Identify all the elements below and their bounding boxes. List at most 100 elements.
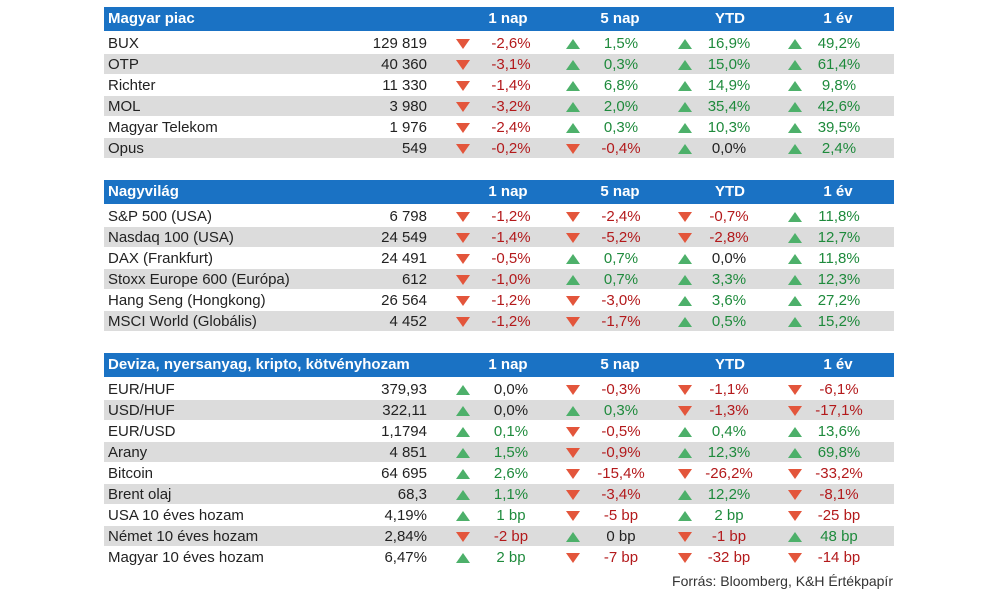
change: 0 bp (606, 528, 636, 545)
instrument-name: DAX (Frankfurt) (108, 250, 214, 267)
down-arrow (566, 296, 580, 306)
price: 612 (401, 271, 427, 288)
up-arrow (456, 385, 470, 395)
change: 2,0% (603, 98, 639, 115)
instrument-name: EUR/HUF (108, 381, 175, 398)
price: 129 819 (372, 35, 427, 52)
table-row: EUR/HUF 379,93 0,0% -0,3% -1,1% -6,1% (104, 379, 894, 400)
down-arrow (456, 39, 470, 49)
down-arrow (788, 490, 802, 500)
down-arrow (788, 385, 802, 395)
column-header: 5 nap (600, 10, 640, 27)
change: 14,9% (707, 77, 751, 94)
change: -8,1% (819, 486, 859, 503)
change: -32 bp (707, 549, 751, 566)
price: 24 491 (381, 250, 427, 267)
column-header: YTD (715, 356, 745, 373)
change: -2 bp (493, 528, 529, 545)
down-arrow (456, 275, 470, 285)
change: 0,3% (603, 56, 639, 73)
change: -1,0% (491, 271, 531, 288)
change: 0,4% (711, 423, 747, 440)
up-arrow (566, 275, 580, 285)
change: -1,2% (491, 292, 531, 309)
down-arrow (566, 317, 580, 327)
up-arrow (788, 296, 802, 306)
change: -0,3% (601, 381, 641, 398)
change: -6,1% (819, 381, 859, 398)
change: -0,2% (491, 140, 531, 157)
column-header: 1 nap (488, 10, 528, 27)
change: -25 bp (817, 507, 861, 524)
instrument-name: Richter (108, 77, 156, 94)
up-arrow (456, 448, 470, 458)
price: 6 798 (389, 208, 427, 225)
change: -7 bp (603, 549, 639, 566)
table-row: Brent olaj 68,3 1,1% -3,4% 12,2% -8,1% (104, 484, 894, 505)
down-arrow (788, 469, 802, 479)
down-arrow (566, 490, 580, 500)
instrument-name: Opus (108, 140, 144, 157)
instrument-name: Stoxx Europe 600 (Európa) (108, 271, 290, 288)
up-arrow (788, 123, 802, 133)
up-arrow (678, 39, 692, 49)
column-header: 1 nap (488, 356, 528, 373)
column-header: 5 nap (600, 356, 640, 373)
section: Nagyvilág 1 nap 5 nap YTD 1 év S&P 500 (USA) 6… (104, 180, 894, 332)
change: 2 bp (496, 549, 526, 566)
table-row: Magyar Telekom 1 976 -2,4% 0,3% 10,3% 39,5% (104, 117, 894, 138)
change: 0,7% (603, 271, 639, 288)
up-arrow (566, 254, 580, 264)
instrument-name: EUR/USD (108, 423, 176, 440)
price: 2,84% (384, 528, 427, 545)
down-arrow (456, 212, 470, 222)
table-row: Hang Seng (Hongkong) 26 564 -1,2% -3,0% 3,6%… (104, 290, 894, 311)
change: 6,8% (603, 77, 639, 94)
column-header: 1 nap (488, 183, 528, 200)
up-arrow (788, 427, 802, 437)
down-arrow (678, 406, 692, 416)
down-arrow (566, 469, 580, 479)
instrument-name: Nasdaq 100 (USA) (108, 229, 234, 246)
change: -0,9% (601, 444, 641, 461)
change: 35,4% (707, 98, 751, 115)
table-row: Stoxx Europe 600 (Európa) 612 -1,0% 0,7% 3,3… (104, 269, 894, 290)
price: 549 (401, 140, 427, 157)
up-arrow (788, 212, 802, 222)
change: -15,4% (597, 465, 645, 482)
section-title: Nagyvilág (108, 183, 179, 200)
down-arrow (788, 511, 802, 521)
change: -0,5% (491, 250, 531, 267)
down-arrow (456, 296, 470, 306)
price: 322,11 (382, 402, 427, 419)
instrument-name: Magyar 10 éves hozam (108, 549, 264, 566)
up-arrow (788, 60, 802, 70)
change: 0,0% (493, 381, 529, 398)
down-arrow (566, 511, 580, 521)
change: 15,0% (707, 56, 751, 73)
down-arrow (788, 553, 802, 563)
down-arrow (456, 123, 470, 133)
up-arrow (788, 275, 802, 285)
change: -33,2% (815, 465, 863, 482)
up-arrow (566, 102, 580, 112)
down-arrow (678, 385, 692, 395)
table-row: S&P 500 (USA) 6 798 -1,2% -2,4% -0,7% 11,8% (104, 206, 894, 227)
up-arrow (678, 511, 692, 521)
column-header: YTD (715, 183, 745, 200)
section: Magyar piac 1 nap 5 nap YTD 1 év BUX 129 819 -2… (104, 7, 894, 159)
up-arrow (788, 81, 802, 91)
change: -1 bp (711, 528, 747, 545)
price: 4,19% (384, 507, 427, 524)
change: -1,1% (709, 381, 749, 398)
table-row: Arany 4 851 1,5% -0,9% 12,3% 69,8% (104, 442, 894, 463)
change: 1,5% (493, 444, 529, 461)
table-row: Nasdaq 100 (USA) 24 549 -1,4% -5,2% -2,8% 12,… (104, 227, 894, 248)
change: -0,5% (601, 423, 641, 440)
up-arrow (788, 317, 802, 327)
change: -1,2% (491, 313, 531, 330)
price: 26 564 (381, 292, 427, 309)
up-arrow (678, 490, 692, 500)
down-arrow (566, 448, 580, 458)
down-arrow (456, 532, 470, 542)
